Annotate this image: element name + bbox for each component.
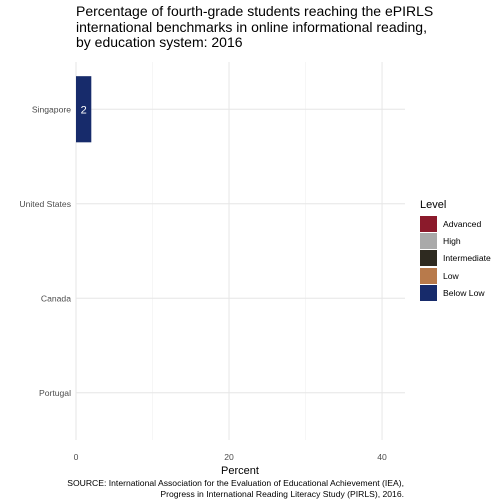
x-axis-title: Percent <box>221 465 259 477</box>
y-tick-label: Singapore <box>32 104 71 114</box>
legend-item: Intermediate <box>420 250 491 267</box>
legend-swatch <box>420 250 437 267</box>
axis-labels: Singapore United States Canada Portugal 0 20 4… <box>19 104 387 462</box>
legend-items: Advanced High Intermediate Low Below Low <box>420 215 491 301</box>
legend-title: Level <box>420 199 447 211</box>
y-tick-label: Canada <box>41 293 71 303</box>
x-tick-label: 20 <box>224 452 234 462</box>
legend-item: Low <box>420 267 491 284</box>
legend-item: High <box>420 232 491 249</box>
legend-label: High <box>443 235 461 246</box>
source-note-line-1: SOURCE: International Association for th… <box>67 478 404 488</box>
chart-title: Percentage of fourth-grade students reac… <box>76 3 496 51</box>
bar <box>76 76 92 143</box>
legend: Level Advanced High Intermediate Low Below L… <box>420 199 491 301</box>
data-label: 2 <box>81 104 87 116</box>
chart-title-line-3: by education system: 2016 <box>76 34 243 50</box>
y-tick-label: Portugal <box>39 388 71 398</box>
source-note-line-2: Progress in International Reading Litera… <box>160 489 404 499</box>
legend-item: Below Low <box>420 284 491 301</box>
legend-swatch <box>420 215 437 232</box>
y-tick-label: United States <box>19 199 71 209</box>
legend-item: Advanced <box>420 215 491 232</box>
legend-label: Below Low <box>443 287 485 298</box>
legend-label: Intermediate <box>443 253 491 264</box>
bars: 2 <box>76 76 92 143</box>
legend-swatch <box>420 284 437 301</box>
legend-label: Low <box>443 270 459 281</box>
grid-lines <box>75 62 405 440</box>
legend-swatch <box>420 232 437 249</box>
legend-label: Advanced <box>443 218 482 229</box>
x-tick-label: 0 <box>74 452 79 462</box>
legend-swatch <box>420 267 437 284</box>
chart-title-line-2: international benchmarks in online infor… <box>76 18 427 35</box>
chart-title-line-1: Percentage of fourth-grade students reac… <box>76 3 434 19</box>
x-tick-label: 40 <box>377 452 387 462</box>
